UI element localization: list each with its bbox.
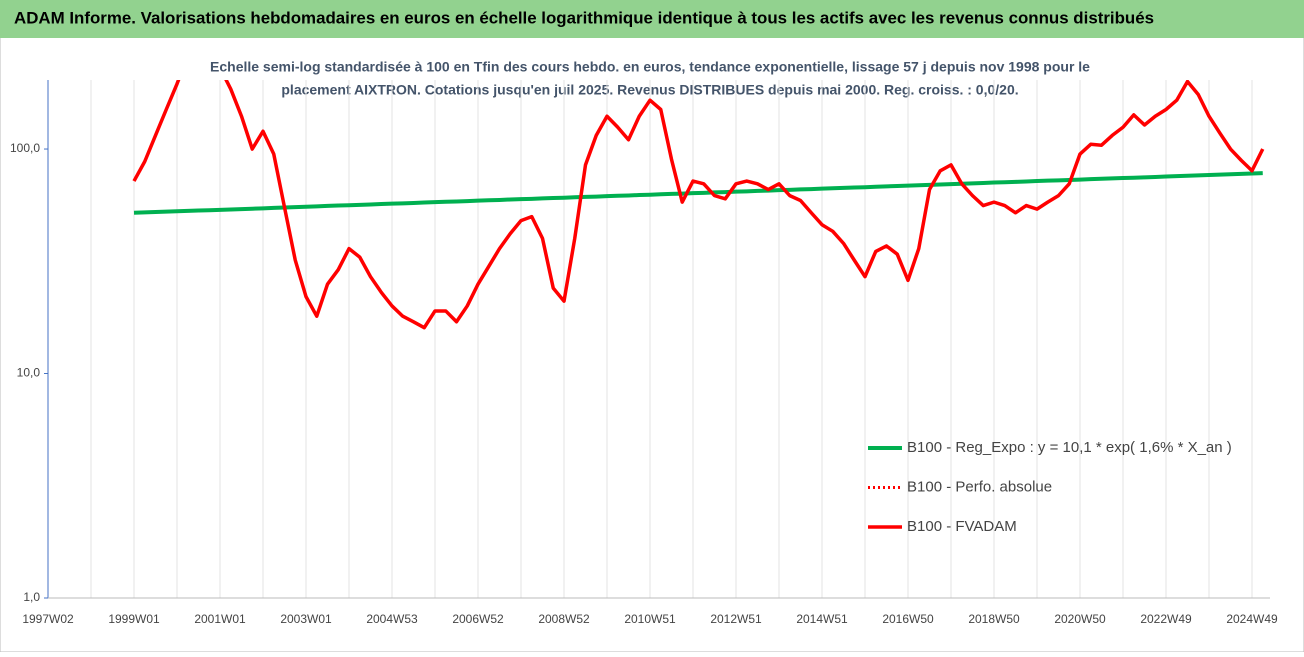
x-tick-label: 2003W01 (280, 612, 332, 626)
y-tick-label: 1,0 (23, 590, 40, 604)
x-tick-label: 1997W02 (22, 612, 74, 626)
chart-subtitle: Echelle semi-log standardisée à 100 en T… (210, 59, 1090, 75)
legend-label: B100 - FVADAM (907, 518, 1017, 535)
series-line (133, 171, 1263, 215)
x-tick-label: 2022W49 (1140, 612, 1192, 626)
x-tick-label: 2001W01 (194, 612, 246, 626)
x-tick-label: 2016W50 (882, 612, 934, 626)
x-tick-label: 2018W50 (968, 612, 1020, 626)
series-line (132, 80, 1265, 330)
plot-area (132, 80, 1265, 330)
x-tick-label: 2010W51 (624, 612, 676, 626)
x-tick-label: 2014W51 (796, 612, 848, 626)
title-bar (0, 0, 1304, 38)
legend-label: B100 - Perfo. absolue (907, 478, 1052, 495)
chart-title: ADAM Informe. Valorisations hebdomadaire… (14, 8, 1154, 27)
x-tick-label: 2024W49 (1226, 612, 1278, 626)
x-tick-label: 2020W50 (1054, 612, 1106, 626)
x-tick-label: 1999W01 (108, 612, 160, 626)
x-tick-label: 2012W51 (710, 612, 762, 626)
legend-label: B100 - Reg_Expo : y = 10,1 * exp( 1,6% *… (907, 439, 1232, 456)
x-tick-label: 2006W52 (452, 612, 504, 626)
y-tick-label: 10,0 (17, 366, 41, 380)
x-tick-label: 2008W52 (538, 612, 590, 626)
legend: B100 - Reg_Expo : y = 10,1 * exp( 1,6% *… (868, 439, 1232, 535)
x-tick-label: 2004W53 (366, 612, 418, 626)
y-tick-label: 100,0 (10, 141, 40, 155)
grid (90, 80, 1253, 598)
